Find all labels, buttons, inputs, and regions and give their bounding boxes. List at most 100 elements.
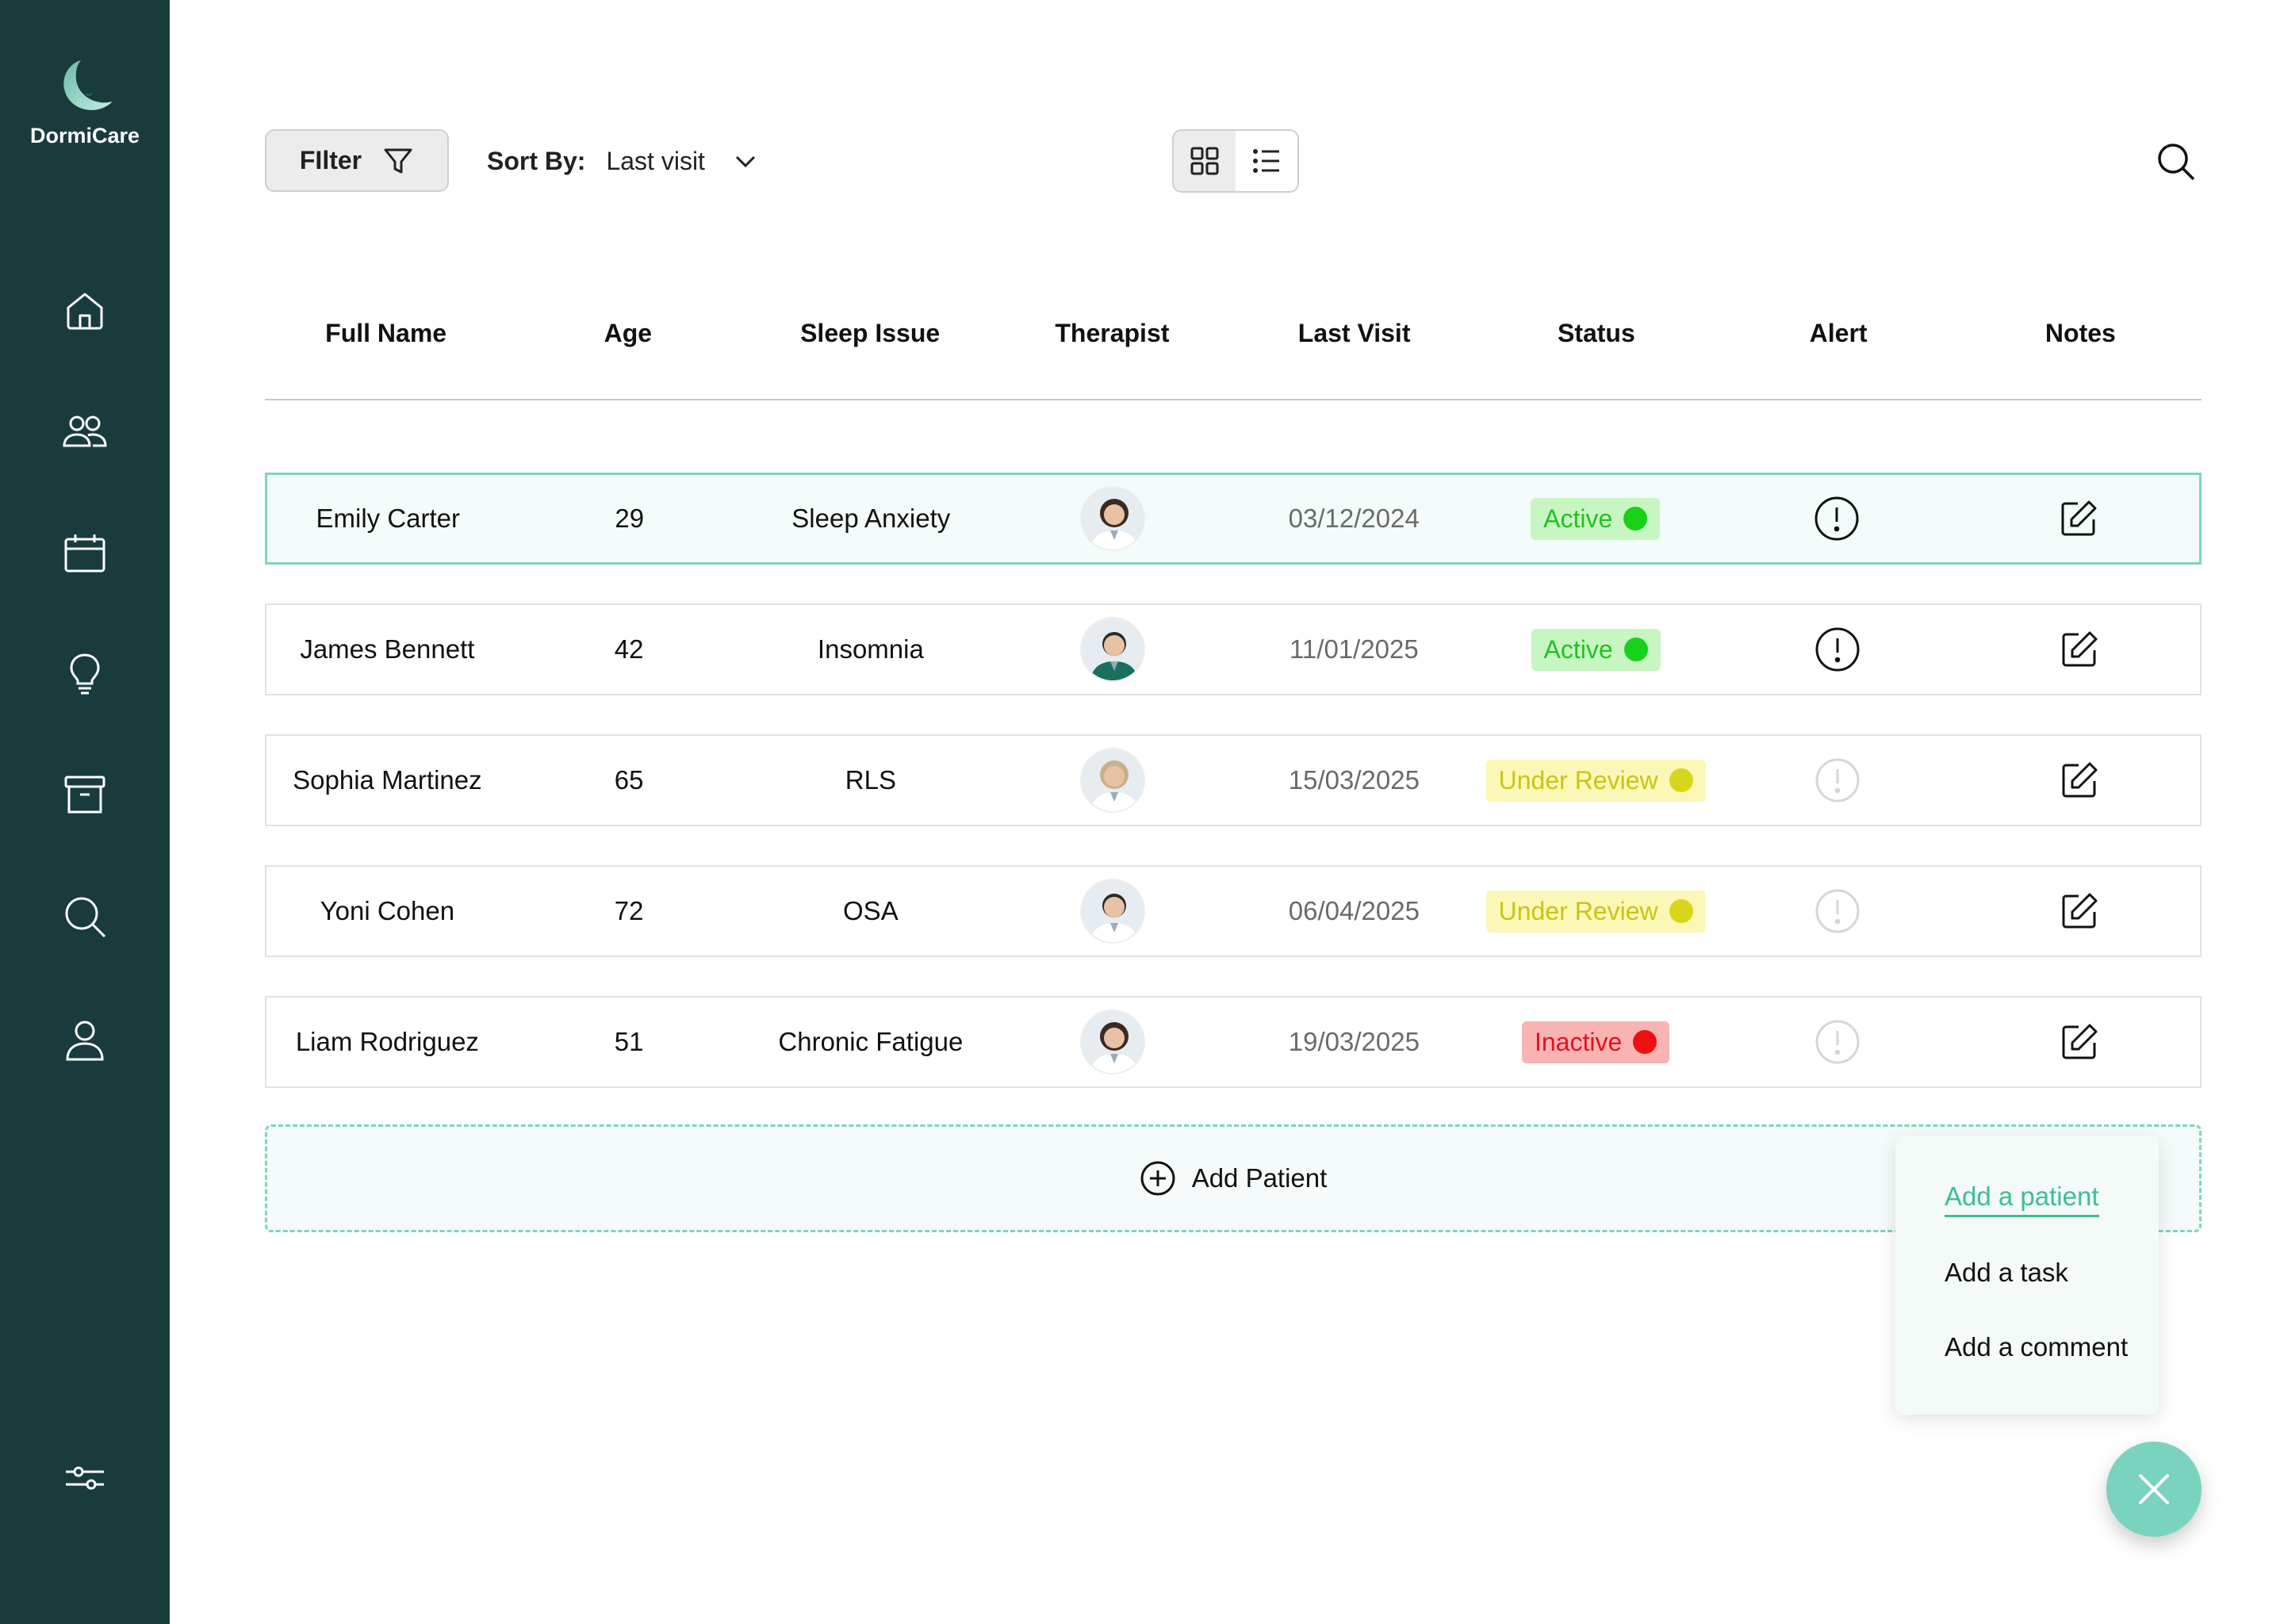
sort-label: Sort By: [487, 146, 586, 175]
status-badge: Under Review [1485, 759, 1706, 802]
app-name: DormiCare [29, 124, 140, 147]
notes-cell [1958, 736, 2200, 825]
notes-cell [1958, 475, 2200, 562]
male-therapist-avatar[interactable] [1079, 617, 1145, 682]
status-dot [1623, 638, 1648, 661]
last-visit: 19/03/2025 [1288, 1027, 1420, 1056]
alert-icon[interactable] [1814, 887, 1861, 935]
status-cell: Active [1475, 475, 1717, 562]
app-logo[interactable]: DormiCare [0, 57, 170, 148]
status-label: Active [1543, 504, 1613, 533]
last-visit: 06/04/2025 [1288, 896, 1420, 925]
alert-cell [1717, 605, 1959, 694]
female-therapist-avatar[interactable] [1079, 748, 1145, 813]
table-row[interactable]: Emily Carter 29 Sleep Anxiety 03/12/2024… [265, 473, 2202, 565]
chevron-down-icon [735, 155, 755, 168]
calendar-icon [64, 534, 105, 573]
add-patient-button[interactable]: Add Patient [265, 1124, 2202, 1232]
patient-age: 29 [615, 504, 645, 533]
sidebar-item-archive[interactable] [0, 755, 170, 834]
sidebar-item-insights[interactable] [0, 634, 170, 714]
menu-item-add-comment[interactable]: Add a comment [1945, 1332, 2129, 1362]
status-badge: Active [1531, 497, 1661, 540]
status-badge: Under Review [1485, 890, 1706, 933]
alert-icon[interactable] [1814, 756, 1861, 804]
column-header[interactable]: Sleep Issue [800, 319, 941, 347]
edit-note-icon[interactable] [2058, 628, 2101, 671]
status-dot [1669, 768, 1693, 792]
alert-icon[interactable] [1813, 495, 1861, 542]
quick-add-menu: Add a patient Add a task Add a comment [1895, 1136, 2159, 1415]
patient-name: Yoni Cohen [320, 896, 455, 925]
therapist-cell [991, 605, 1233, 694]
grid-icon [1190, 147, 1219, 175]
status-dot [1633, 1030, 1657, 1054]
user-icon [66, 1021, 104, 1061]
status-cell: Active [1475, 605, 1717, 694]
sidebar-item-patients[interactable] [0, 392, 170, 471]
home-icon [67, 293, 103, 330]
column-header[interactable]: Full Name [325, 319, 447, 347]
sidebar-item-home[interactable] [0, 271, 170, 350]
status-dot [1669, 899, 1693, 923]
edit-note-icon[interactable] [2058, 759, 2101, 802]
patient-age: 72 [614, 896, 644, 925]
sidebar-item-search[interactable] [0, 877, 170, 956]
menu-item-add-task[interactable]: Add a task [1945, 1258, 2068, 1287]
last-visit: 11/01/2025 [1290, 634, 1419, 664]
menu-item-add-patient[interactable]: Add a patient [1945, 1182, 2099, 1217]
last-visit: 15/03/2025 [1288, 765, 1420, 795]
table-row[interactable]: Liam Rodriguez 51 Chronic Fatigue 19/03/… [265, 996, 2202, 1088]
patient-name: Liam Rodriguez [295, 1027, 479, 1056]
alert-cell [1716, 475, 1958, 562]
table-row[interactable]: Sophia Martinez 65 RLS 15/03/2025 Under … [265, 734, 2202, 826]
edit-note-icon[interactable] [2057, 497, 2100, 540]
column-header[interactable]: Alert [1809, 319, 1868, 347]
filter-button[interactable]: FIlter [265, 129, 449, 192]
table-header: Full Name Age Sleep Issue Therapist Last… [265, 301, 2202, 381]
column-header[interactable]: Therapist [1055, 319, 1170, 347]
last-visit: 03/12/2024 [1288, 504, 1420, 533]
notes-cell [1958, 605, 2200, 694]
table-row[interactable]: James Bennett 42 Insomnia 11/01/2025 Act… [265, 603, 2202, 695]
avatar-icon [1081, 1011, 1144, 1073]
search-icon [2158, 144, 2195, 181]
therapist-cell [992, 475, 1234, 562]
edit-note-icon[interactable] [2058, 1021, 2101, 1063]
header-divider [265, 399, 2202, 400]
patient-age: 42 [614, 634, 644, 664]
male-therapist-avatar[interactable] [1079, 879, 1145, 944]
column-header[interactable]: Notes [2044, 319, 2116, 347]
table-row[interactable]: Yoni Cohen 72 OSA 06/04/2025 Under Revie… [265, 865, 2202, 957]
alert-icon[interactable] [1814, 626, 1861, 673]
close-icon [2139, 1474, 2169, 1504]
list-view-button[interactable] [1236, 131, 1297, 191]
sleep-issue: RLS [845, 765, 896, 795]
sleep-issue: Chronic Fatigue [778, 1027, 964, 1056]
avatar-icon [1081, 619, 1144, 680]
plus-circle-icon [1140, 1161, 1175, 1196]
column-header[interactable]: Last Visit [1297, 319, 1411, 347]
grid-view-button[interactable] [1174, 131, 1236, 191]
notes-cell [1958, 998, 2200, 1086]
sidebar-item-profile[interactable] [0, 1001, 170, 1080]
patient-age: 51 [614, 1027, 644, 1056]
sidebar-item-calendar[interactable] [0, 514, 170, 593]
column-header[interactable]: Age [604, 319, 653, 347]
therapist-cell [991, 867, 1233, 956]
sidebar-item-settings[interactable] [0, 1438, 170, 1518]
sort-value: Last visit [606, 146, 705, 175]
list-icon [1253, 149, 1279, 173]
column-header[interactable]: Status [1557, 319, 1635, 347]
sort-dropdown[interactable]: Sort By: Last visit [487, 141, 759, 181]
patient-name: Emily Carter [316, 504, 461, 533]
female-therapist-avatar[interactable] [1079, 1009, 1145, 1074]
edit-note-icon[interactable] [2058, 890, 2101, 933]
close-menu-button[interactable] [2106, 1442, 2202, 1537]
top-search-button[interactable] [2154, 140, 2198, 184]
status-label: Active [1543, 634, 1613, 664]
female-therapist-avatar[interactable] [1079, 486, 1145, 551]
alert-icon[interactable] [1814, 1018, 1861, 1066]
moon-logo-icon [63, 60, 113, 110]
notes-cell [1958, 867, 2200, 956]
